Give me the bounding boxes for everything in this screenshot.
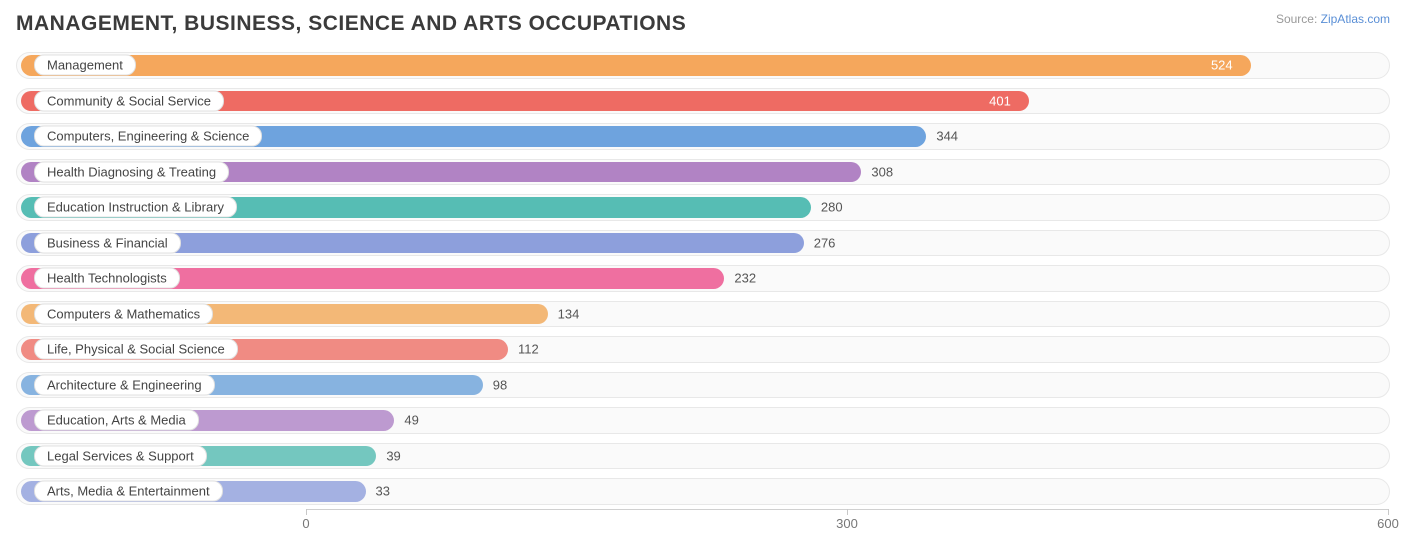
bar-label: Business & Financial bbox=[34, 232, 181, 253]
bars-container: Management 524 Community & Social Service 4… bbox=[16, 48, 1390, 509]
bar-value: 33 bbox=[376, 484, 390, 499]
bar-value: 98 bbox=[493, 377, 507, 392]
axis-tick bbox=[1388, 509, 1389, 515]
bar-label: Health Diagnosing & Treating bbox=[34, 161, 229, 182]
bar-label: Computers, Engineering & Science bbox=[34, 126, 262, 147]
bar-row: Architecture & Engineering 98 bbox=[16, 368, 1390, 403]
axis-tick bbox=[847, 509, 848, 515]
bar-row: Computers & Mathematics 134 bbox=[16, 297, 1390, 332]
axis-tick-label: 0 bbox=[302, 516, 309, 531]
bar-value: 344 bbox=[936, 129, 958, 144]
bar-label: Legal Services & Support bbox=[34, 445, 207, 466]
chart-area: Management 524 Community & Social Service 4… bbox=[16, 48, 1390, 533]
bar-row: Management 524 bbox=[16, 48, 1390, 83]
bar-label: Management bbox=[34, 55, 136, 76]
bar-row: Legal Services & Support 39 bbox=[16, 439, 1390, 474]
bar-row: Community & Social Service 401 bbox=[16, 84, 1390, 119]
bar-value: 524 bbox=[1211, 58, 1233, 73]
bar-label: Arts, Media & Entertainment bbox=[34, 481, 223, 502]
x-axis: 0300600 bbox=[16, 509, 1390, 533]
chart-header: MANAGEMENT, BUSINESS, SCIENCE AND ARTS O… bbox=[16, 12, 1390, 36]
axis-tick-label: 300 bbox=[836, 516, 858, 531]
bar-label: Education Instruction & Library bbox=[34, 197, 237, 218]
bar-row: Education, Arts & Media 49 bbox=[16, 403, 1390, 438]
bar-row: Health Technologists 232 bbox=[16, 261, 1390, 296]
chart-title: MANAGEMENT, BUSINESS, SCIENCE AND ARTS O… bbox=[16, 12, 686, 36]
bar-value: 134 bbox=[558, 306, 580, 321]
bar-value: 232 bbox=[734, 271, 756, 286]
bar-value: 39 bbox=[386, 448, 400, 463]
bar-fill bbox=[21, 55, 1251, 76]
bar-row: Computers, Engineering & Science 344 bbox=[16, 119, 1390, 154]
bar-row: Education Instruction & Library 280 bbox=[16, 190, 1390, 225]
source-label: Source: bbox=[1276, 12, 1317, 26]
bar-label: Life, Physical & Social Science bbox=[34, 339, 238, 360]
bar-value: 308 bbox=[871, 164, 893, 179]
bar-label: Health Technologists bbox=[34, 268, 180, 289]
bar-row: Business & Financial 276 bbox=[16, 226, 1390, 261]
bar-row: Health Diagnosing & Treating 308 bbox=[16, 155, 1390, 190]
bar-label: Computers & Mathematics bbox=[34, 303, 213, 324]
bar-value: 49 bbox=[404, 413, 418, 428]
bar-row: Life, Physical & Social Science 112 bbox=[16, 332, 1390, 367]
bar-row: Arts, Media & Entertainment 33 bbox=[16, 474, 1390, 509]
bar-label: Architecture & Engineering bbox=[34, 374, 215, 395]
bar-value: 401 bbox=[989, 93, 1011, 108]
bar-value: 280 bbox=[821, 200, 843, 215]
bar-label: Community & Social Service bbox=[34, 90, 224, 111]
bar-label: Education, Arts & Media bbox=[34, 410, 199, 431]
bar-value: 112 bbox=[518, 342, 539, 357]
source-link[interactable]: ZipAtlas.com bbox=[1321, 12, 1390, 26]
axis-tick-label: 600 bbox=[1377, 516, 1399, 531]
bar-value: 276 bbox=[814, 235, 836, 250]
axis-tick bbox=[306, 509, 307, 515]
source-attribution: Source: ZipAtlas.com bbox=[1276, 12, 1390, 26]
